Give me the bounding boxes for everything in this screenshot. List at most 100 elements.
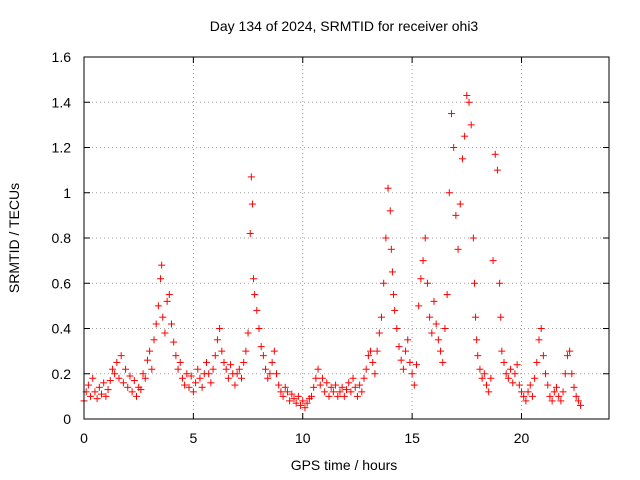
data-point xyxy=(448,110,455,118)
data-point xyxy=(351,383,359,391)
data-point xyxy=(557,397,565,405)
y-tick-label: 0 xyxy=(63,411,71,427)
data-point xyxy=(343,386,350,394)
data-point xyxy=(483,381,490,389)
data-point xyxy=(158,261,166,269)
data-point xyxy=(222,365,230,373)
data-point xyxy=(318,374,326,382)
data-point xyxy=(553,383,560,391)
data-point xyxy=(185,383,193,391)
data-point xyxy=(559,388,567,396)
data-point xyxy=(247,173,255,181)
data-point xyxy=(373,347,381,355)
data-point xyxy=(334,392,342,400)
data-point xyxy=(452,211,460,219)
data-point xyxy=(458,155,466,163)
y-tick-label: 1.6 xyxy=(52,49,72,65)
data-point xyxy=(283,388,291,396)
data-point xyxy=(178,374,186,382)
data-point xyxy=(426,313,434,321)
y-tick-label: 0.6 xyxy=(52,275,72,291)
data-point xyxy=(550,388,558,396)
data-point xyxy=(386,207,394,215)
grid-lines xyxy=(84,57,609,419)
data-point xyxy=(165,291,173,299)
data-point xyxy=(439,358,447,366)
x-tick-label: 10 xyxy=(295,430,311,446)
data-point xyxy=(476,365,484,373)
data-point xyxy=(148,365,156,373)
data-point xyxy=(279,392,287,400)
data-point xyxy=(399,365,407,373)
data-point xyxy=(526,381,534,389)
data-point xyxy=(364,352,372,360)
data-point xyxy=(454,245,462,253)
data-point xyxy=(227,361,235,369)
data-point xyxy=(509,379,517,387)
data-point xyxy=(168,320,175,328)
data-point xyxy=(336,388,344,396)
data-point xyxy=(382,234,390,242)
data-point xyxy=(502,370,510,378)
data-point xyxy=(443,291,451,299)
data-point xyxy=(561,370,569,378)
data-point xyxy=(89,374,97,382)
data-point xyxy=(428,329,436,337)
data-point xyxy=(511,370,519,378)
data-point xyxy=(130,377,138,385)
data-point xyxy=(176,358,184,366)
data-point xyxy=(174,365,182,373)
data-point xyxy=(213,336,221,344)
data-point xyxy=(277,388,285,396)
x-tick-label: 20 xyxy=(514,430,530,446)
data-point xyxy=(369,358,377,366)
data-point xyxy=(528,392,536,400)
y-tick-label: 1.4 xyxy=(52,94,72,110)
data-point xyxy=(189,388,197,396)
data-point xyxy=(233,370,241,378)
data-point xyxy=(367,347,375,355)
data-point xyxy=(308,392,315,400)
data-point xyxy=(360,374,368,382)
data-point xyxy=(250,275,258,283)
data-point xyxy=(192,379,200,387)
data-point xyxy=(497,313,505,321)
data-point xyxy=(325,392,333,400)
axis-tick-labels: 0 5 10 15 20 0 0.2 0.4 0.6 0.8 1 1.2 1.4 1.6 xyxy=(52,49,530,446)
data-point xyxy=(371,370,379,378)
data-points xyxy=(80,91,585,412)
data-point xyxy=(235,365,243,373)
data-point xyxy=(434,336,442,344)
data-point xyxy=(463,91,471,99)
data-point xyxy=(183,370,191,378)
data-point xyxy=(535,336,543,344)
data-point xyxy=(95,383,103,391)
y-tick-label: 1.2 xyxy=(52,140,72,156)
data-point xyxy=(498,347,506,355)
data-point xyxy=(395,343,403,351)
data-point xyxy=(194,365,202,373)
data-point xyxy=(491,150,499,158)
data-point xyxy=(473,336,481,344)
data-point xyxy=(281,383,289,391)
data-point xyxy=(115,374,123,382)
data-point xyxy=(154,302,162,310)
data-point xyxy=(240,358,248,366)
data-point xyxy=(292,399,300,407)
data-point xyxy=(496,279,504,287)
data-point xyxy=(518,388,525,396)
data-point xyxy=(238,374,245,382)
data-point xyxy=(515,381,523,389)
data-point xyxy=(203,358,210,366)
data-point xyxy=(163,297,171,305)
data-point xyxy=(312,374,320,382)
data-point xyxy=(257,343,265,351)
data-point xyxy=(255,325,263,332)
data-point xyxy=(198,383,206,391)
data-point xyxy=(172,352,180,360)
y-tick-label: 1 xyxy=(63,185,71,201)
data-point xyxy=(542,370,550,378)
data-point xyxy=(102,392,110,400)
data-point xyxy=(362,365,370,373)
